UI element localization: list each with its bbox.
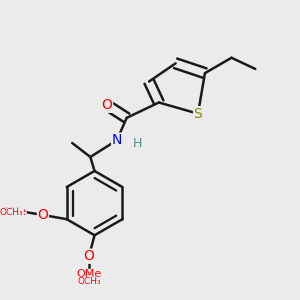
Text: N: N	[112, 133, 122, 147]
Text: O: O	[102, 98, 112, 112]
Text: OMe: OMe	[1, 207, 26, 217]
Text: O: O	[83, 249, 94, 263]
Text: H: H	[133, 136, 142, 149]
Text: S: S	[194, 107, 202, 121]
Text: O: O	[38, 208, 48, 222]
Text: OCH₃: OCH₃	[0, 208, 23, 217]
Text: OCH₃: OCH₃	[77, 277, 101, 286]
Text: OMe: OMe	[76, 269, 102, 279]
